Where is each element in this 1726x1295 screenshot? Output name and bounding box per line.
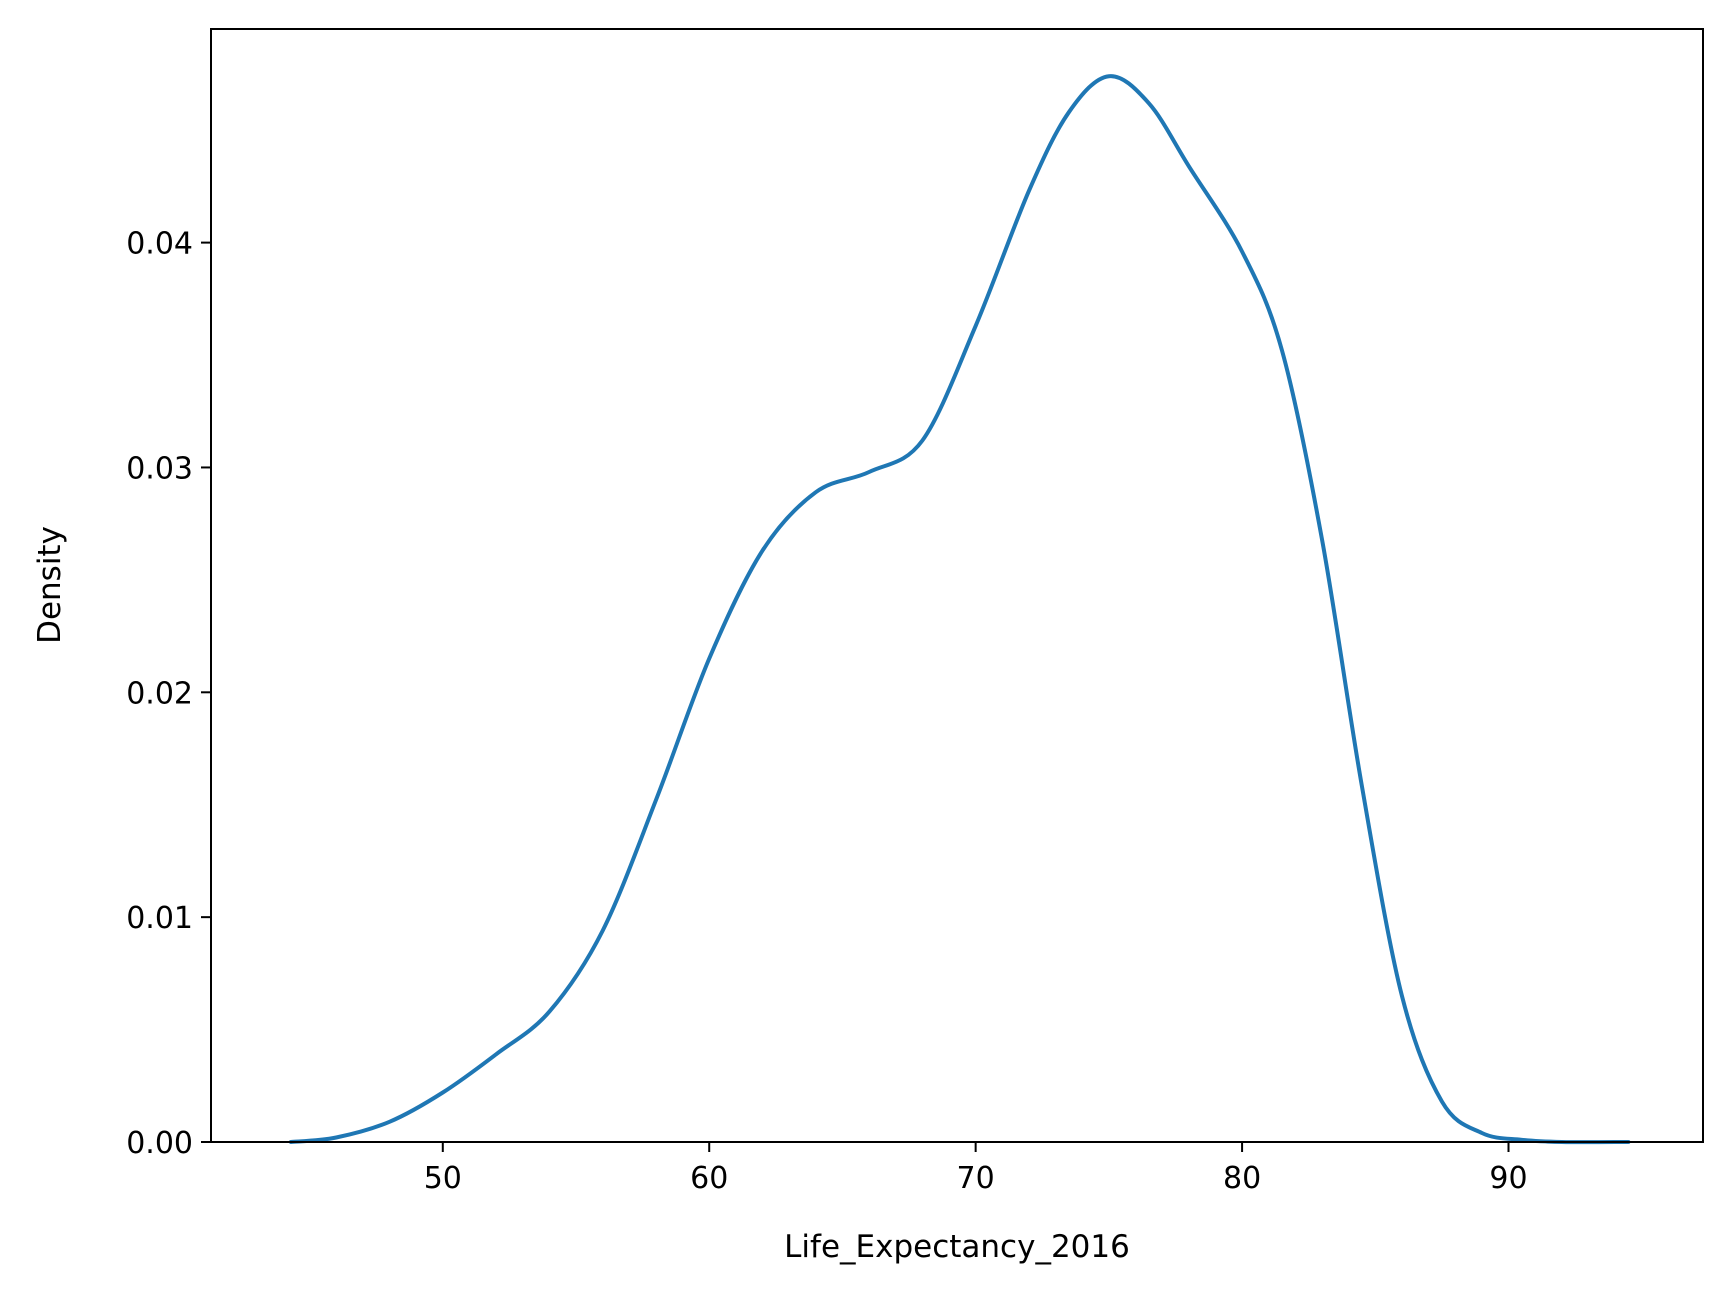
x-tick-label: 60 bbox=[690, 1161, 728, 1196]
y-axis-label: Density bbox=[32, 526, 68, 644]
x-tick-label: 70 bbox=[957, 1161, 995, 1196]
y-tick-label: 0.02 bbox=[126, 676, 193, 711]
plot-frame bbox=[210, 28, 1704, 1143]
x-tick-label: 90 bbox=[1489, 1161, 1527, 1196]
x-tick-label: 50 bbox=[424, 1161, 462, 1196]
x-tick-label: 80 bbox=[1223, 1161, 1261, 1196]
y-tick-label: 0.04 bbox=[126, 227, 193, 262]
y-axis-ticks: 0.00 0.01 0.02 0.03 0.04 bbox=[126, 227, 211, 1161]
density-curve bbox=[288, 74, 1631, 1145]
x-axis-ticks: 50 60 70 80 90 bbox=[424, 1142, 1528, 1196]
y-tick-label: 0.01 bbox=[126, 901, 193, 936]
y-tick-label: 0.00 bbox=[126, 1126, 193, 1161]
x-axis-label: Life_Expectancy_2016 bbox=[784, 1229, 1130, 1265]
y-tick-label: 0.03 bbox=[126, 451, 193, 486]
plot-area bbox=[211, 29, 1703, 1142]
